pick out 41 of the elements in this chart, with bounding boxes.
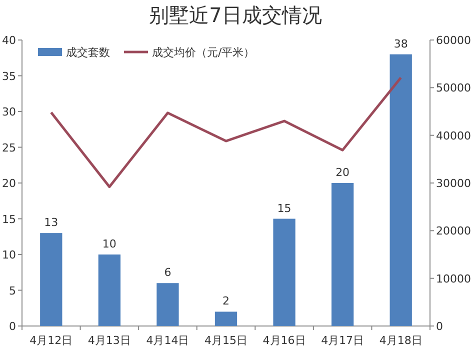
y-tick-label: 40 (2, 34, 16, 47)
x-tick-label: 4月14日 (146, 334, 190, 347)
y2-tick-label: 50000 (436, 82, 471, 95)
y-tick-label: 5 (9, 284, 16, 298)
data-label: 6 (164, 266, 172, 280)
bar (156, 283, 179, 326)
y-tick-label: 35 (2, 70, 16, 83)
bar (390, 54, 412, 326)
bar (98, 254, 121, 326)
data-label: 20 (336, 166, 350, 179)
x-tick-label: 4月17日 (321, 334, 364, 347)
y-tick-label: 25 (2, 141, 16, 154)
y-tick-label: 10 (2, 248, 16, 262)
y-tick-label: 20 (2, 177, 16, 190)
x-tick-label: 4月12日 (30, 334, 73, 347)
line-series (50, 76, 402, 188)
y2-tick-label: 40000 (436, 129, 471, 142)
bar (273, 218, 296, 326)
chart-title: 别墅近7日成交情况 (149, 3, 322, 27)
bar (331, 183, 354, 326)
x-tick-label: 4月13日 (88, 334, 131, 347)
legend-label: 成交均价（元/平米） (152, 46, 255, 59)
y-tick-label: 0 (9, 320, 16, 333)
data-label: 2 (222, 294, 230, 308)
y2-tick-label: 10000 (436, 272, 471, 286)
legend-label: 成交套数 (66, 46, 110, 59)
y-tick-label: 30 (2, 106, 16, 118)
x-tick-label: 4月15日 (204, 334, 248, 347)
y2-tick-label: 0 (436, 320, 443, 333)
y2-tick-label: 30000 (436, 177, 471, 190)
y2-tick-label: 20000 (436, 224, 471, 238)
data-label: 38 (394, 37, 408, 50)
y-tick-label: 15 (2, 212, 16, 226)
data-label: 10 (102, 238, 116, 250)
data-label: 13 (44, 216, 58, 230)
y2-tick-label: 60000 (436, 34, 471, 47)
x-tick-label: 4月16日 (262, 334, 306, 347)
x-tick-label: 4月18日 (379, 334, 422, 347)
bar (214, 312, 238, 326)
data-label: 15 (277, 202, 292, 215)
bar (40, 233, 62, 326)
